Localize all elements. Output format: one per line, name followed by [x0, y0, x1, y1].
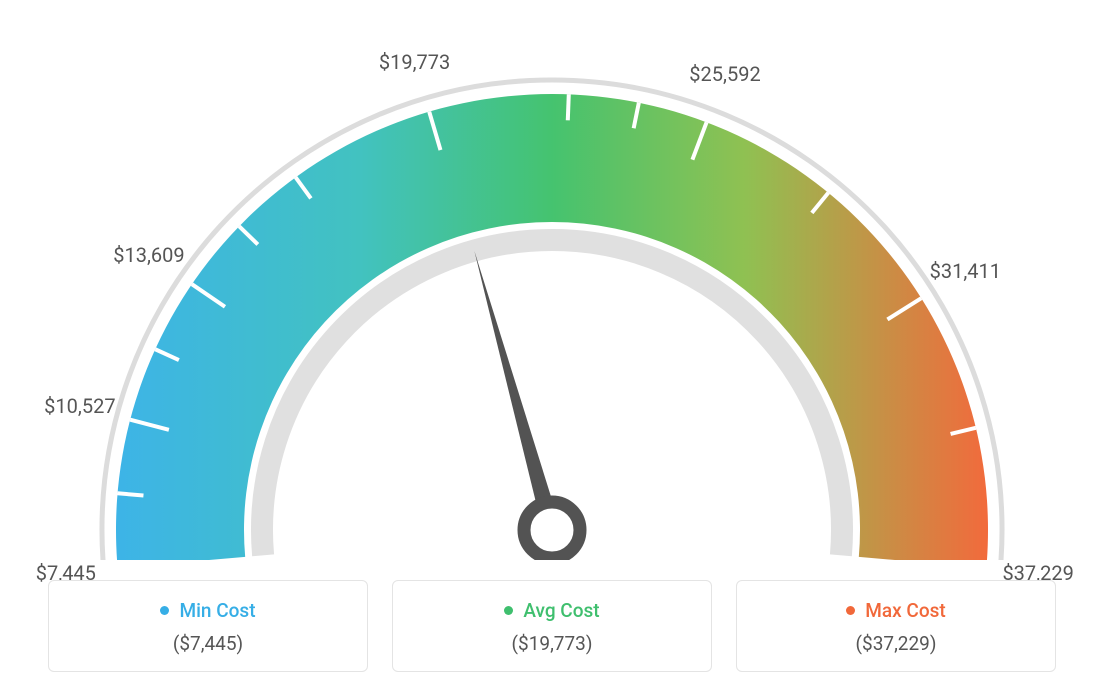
- gauge-tick: [118, 493, 144, 495]
- legend-dot-icon: [504, 606, 513, 615]
- gauge-needle-hub: [524, 502, 580, 558]
- gauge-tick-label: $10,527: [44, 394, 115, 418]
- legend-dot-icon: [160, 606, 169, 615]
- gauge-tick-label: $13,609: [113, 243, 184, 267]
- legend-value: ($7,445): [59, 632, 357, 655]
- gauge-tick-label: $25,592: [689, 62, 760, 86]
- gauge-needle: [474, 251, 560, 533]
- legend-value: ($37,229): [747, 632, 1045, 655]
- gauge-tick-label: $19,773: [379, 50, 450, 74]
- gauge-tick-label: $31,411: [930, 259, 1001, 283]
- legend-value: ($19,773): [403, 632, 701, 655]
- legend-title-text: Avg Cost: [523, 599, 599, 622]
- legend-title: Max Cost: [846, 599, 945, 622]
- legend-title-text: Min Cost: [179, 599, 255, 622]
- legend-card: Avg Cost ($19,773): [392, 580, 712, 672]
- legend-card: Min Cost ($7,445): [48, 580, 368, 672]
- gauge-container: $7,445$10,527$13,609$19,773$25,592$31,41…: [0, 0, 1104, 560]
- legend-card: Max Cost ($37,229): [736, 580, 1056, 672]
- gauge-tick: [568, 94, 569, 120]
- gauge-color-band: [116, 94, 988, 560]
- legend-title: Min Cost: [160, 599, 255, 622]
- legend-row: Min Cost ($7,445) Avg Cost ($19,773) Max Cos…: [0, 580, 1104, 672]
- legend-title-text: Max Cost: [865, 599, 945, 622]
- legend-dot-icon: [846, 606, 855, 615]
- legend-title: Avg Cost: [504, 599, 599, 622]
